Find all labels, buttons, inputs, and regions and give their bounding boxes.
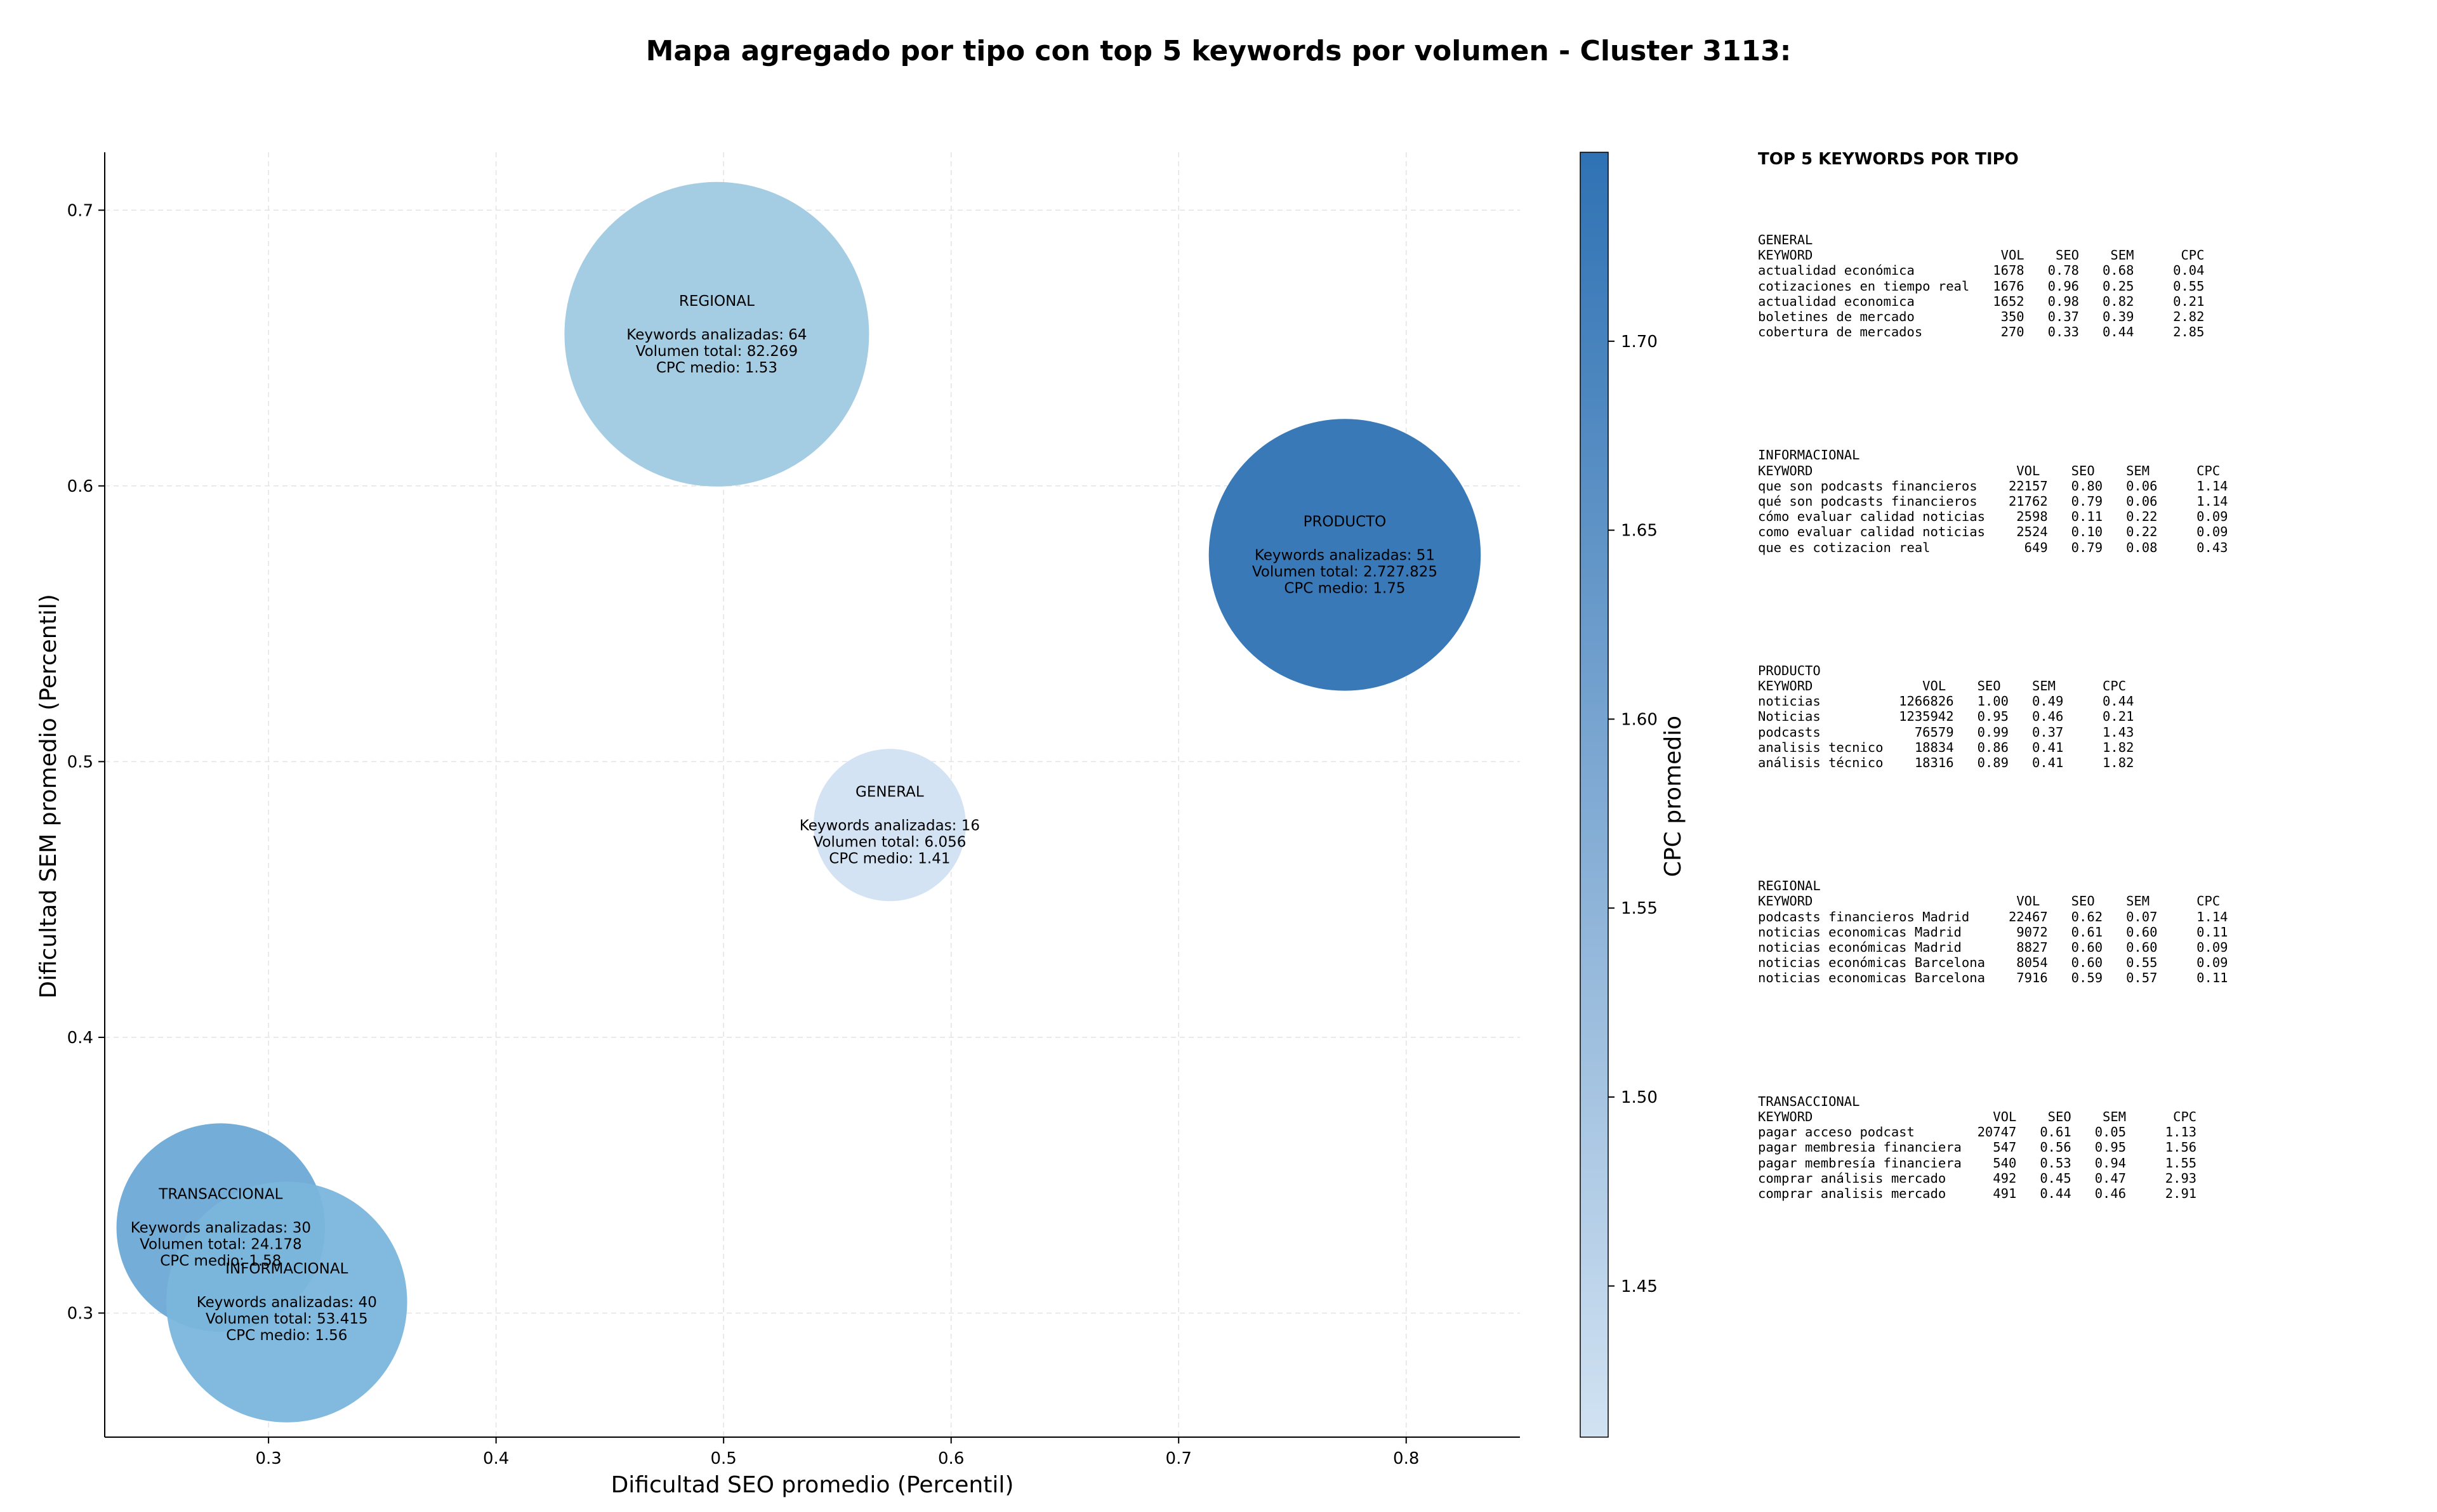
keyword-block-informacional: INFORMACIONAL KEYWORD VOL SEO SEM CPC que … xyxy=(1758,447,2418,555)
keyword-row: qué son podcasts financieros 21762 0.79 … xyxy=(1758,494,2228,509)
keyword-block-producto: PRODUCTO KEYWORD VOL SEO SEM CPC noticias … xyxy=(1758,663,2418,770)
bubble-detail-producto: CPC medio: 1.75 xyxy=(1284,580,1405,596)
x-tick-label: 0.3 xyxy=(255,1449,281,1468)
bubble-regional xyxy=(564,181,869,487)
keyword-row: comprar analisis mercado 491 0.44 0.46 2… xyxy=(1758,1185,2197,1201)
keyword-block-regional: REGIONAL KEYWORD VOL SEO SEM CPC podcasts … xyxy=(1758,878,2418,985)
y-tick-label: 0.3 xyxy=(67,1304,93,1323)
keyword-block-heading: INFORMACIONAL xyxy=(1758,447,1860,463)
keyword-row: pagar membresia financiera 547 0.56 0.95… xyxy=(1758,1140,2197,1155)
keyword-table-header: KEYWORD VOL SEO SEM CPC xyxy=(1758,893,2221,909)
bubble-detail-regional: Keywords analizadas: 64 xyxy=(626,327,807,343)
bubble-detail-informacional: Volumen total: 53.415 xyxy=(206,1311,368,1327)
keyword-table-header: KEYWORD VOL SEO SEM CPC xyxy=(1758,463,2221,478)
bubble-producto xyxy=(1208,419,1481,691)
bubble-informacional xyxy=(166,1181,407,1423)
bubble-label-producto: PRODUCTO xyxy=(1304,513,1387,530)
x-axis-label: Dificultad SEO promedio (Percentil) xyxy=(611,1472,1014,1498)
keyword-row: noticias economicas Madrid 9072 0.61 0.6… xyxy=(1758,924,2228,940)
x-tick-label: 0.8 xyxy=(1393,1449,1419,1468)
bubble-detail-transaccional: Keywords analizadas: 30 xyxy=(131,1220,311,1237)
colorbar-tick-label: 1.45 xyxy=(1621,1277,1658,1296)
bubble-detail-producto: Volumen total: 2.727.825 xyxy=(1252,563,1437,580)
colorbar-gradient xyxy=(1580,152,1609,1438)
keyword-row: boletines de mercado 350 0.37 0.39 2.82 xyxy=(1758,309,2205,325)
keyword-row: analisis tecnico 18834 0.86 0.41 1.82 xyxy=(1758,739,2134,755)
y-tick-label: 0.7 xyxy=(67,201,93,220)
keyword-table-header: KEYWORD VOL SEO SEM CPC xyxy=(1758,247,2205,263)
keyword-row: cotizaciones en tiempo real 1676 0.96 0.… xyxy=(1758,278,2205,294)
x-tick-label: 0.5 xyxy=(710,1449,736,1468)
keyword-block-transaccional: TRANSACCIONAL KEYWORD VOL SEO SEM CPC paga… xyxy=(1758,1094,2418,1201)
y-tick-label: 0.4 xyxy=(67,1029,93,1048)
plot-axes xyxy=(104,152,1520,1438)
keyword-row: actualidad económica 1678 0.78 0.68 0.04 xyxy=(1758,263,2205,279)
keyword-row: podcasts financieros Madrid 22467 0.62 0… xyxy=(1758,909,2228,924)
keyword-row: cómo evaluar calidad noticias 2598 0.11 … xyxy=(1758,509,2228,525)
keyword-tables: GENERAL KEYWORD VOL SEO SEM CPC actualidad… xyxy=(1758,232,2418,1201)
y-axis-label: Dificultad SEM promedio (Percentil) xyxy=(36,594,62,999)
keyword-block-heading: PRODUCTO xyxy=(1758,662,1821,678)
keyword-row: pagar membresía financiera 540 0.53 0.94… xyxy=(1758,1155,2197,1171)
colorbar-tick-label: 1.65 xyxy=(1621,522,1658,541)
colorbar-label: CPC promedio xyxy=(1660,716,1686,877)
keyword-table-header: KEYWORD VOL SEO SEM CPC xyxy=(1758,1108,2197,1124)
y-tick-label: 0.5 xyxy=(67,753,93,772)
keyword-block-heading: GENERAL xyxy=(1758,232,1813,247)
colorbar-tick-label: 1.55 xyxy=(1621,899,1658,918)
keyword-block-heading: TRANSACCIONAL xyxy=(1758,1093,1860,1109)
keyword-row: actualidad economica 1652 0.98 0.82 0.21 xyxy=(1758,293,2205,309)
colorbar-tick-label: 1.70 xyxy=(1621,332,1658,352)
bubble-detail-informacional: Keywords analizadas: 40 xyxy=(197,1294,377,1311)
keyword-row: podcasts 76579 0.99 0.37 1.43 xyxy=(1758,724,2134,740)
bubble-detail-transaccional: CPC medio: 1.58 xyxy=(160,1253,281,1270)
keyword-row: que son podcasts financieros 22157 0.80 … xyxy=(1758,478,2228,494)
keyword-block-general: GENERAL KEYWORD VOL SEO SEM CPC actualidad… xyxy=(1758,232,2418,339)
x-tick-label: 0.6 xyxy=(938,1449,964,1468)
keyword-row: como evaluar calidad noticias 2524 0.10 … xyxy=(1758,524,2228,540)
bubble-label-general: GENERAL xyxy=(855,784,924,800)
bubble-detail-general: Volumen total: 6.056 xyxy=(813,834,966,850)
top-keywords-panel: TOP 5 KEYWORDS POR TIPO GENERAL KEYWORD V… xyxy=(1758,150,2418,1309)
bubble-general xyxy=(813,749,966,902)
bubble-detail-producto: Keywords analizadas: 51 xyxy=(1255,547,1435,563)
bubble-detail-regional: Volumen total: 82.269 xyxy=(636,343,798,360)
keyword-row: noticias 1266826 1.00 0.49 0.44 xyxy=(1758,694,2134,709)
y-tick-label: 0.6 xyxy=(67,477,93,496)
keyword-row: noticias económicas Barcelona 8054 0.60 … xyxy=(1758,955,2228,971)
top-keywords-title: TOP 5 KEYWORDS POR TIPO xyxy=(1758,150,2019,169)
bubble-label-informacional: INFORMACIONAL xyxy=(225,1261,348,1277)
bubble-label-transaccional: TRANSACCIONAL xyxy=(158,1187,282,1203)
keyword-row: Noticias 1235942 0.95 0.46 0.21 xyxy=(1758,709,2134,725)
keyword-row: pagar acceso podcast 20747 0.61 0.05 1.1… xyxy=(1758,1124,2197,1140)
colorbar-tick-label: 1.50 xyxy=(1621,1088,1658,1107)
bubble-detail-informacional: CPC medio: 1.56 xyxy=(226,1327,347,1344)
colorbar: 1.45 1.50 1.55 1.60 1.65 1.70 CPC promedio xyxy=(1580,152,1686,1438)
bubble-detail-general: Keywords analizadas: 16 xyxy=(800,817,980,834)
colorbar-ticks: 1.45 1.50 1.55 1.60 1.65 1.70 xyxy=(1608,332,1658,1296)
colorbar-tick-label: 1.60 xyxy=(1621,710,1658,729)
keyword-row: cobertura de mercados 270 0.33 0.44 2.85 xyxy=(1758,324,2205,340)
keyword-row: comprar análisis mercado 492 0.45 0.47 2… xyxy=(1758,1170,2197,1186)
bubble-label-regional: REGIONAL xyxy=(679,293,755,310)
keyword-row: que es cotizacion real 649 0.79 0.08 0.4… xyxy=(1758,539,2228,555)
keyword-block-heading: REGIONAL xyxy=(1758,878,1821,894)
x-tick-label: 0.4 xyxy=(483,1449,509,1468)
keyword-table-header: KEYWORD VOL SEO SEM CPC xyxy=(1758,678,2127,694)
bubble-detail-general: CPC medio: 1.41 xyxy=(829,850,950,867)
bubble-detail-transaccional: Volumen total: 24.178 xyxy=(140,1237,302,1253)
x-tick-label: 0.7 xyxy=(1166,1449,1192,1468)
keyword-row: noticias económicas Madrid 8827 0.60 0.6… xyxy=(1758,940,2228,956)
chart-title: Mapa agregado por tipo con top 5 keyword… xyxy=(646,35,1792,67)
keyword-row: análisis técnico 18316 0.89 0.41 1.82 xyxy=(1758,755,2134,771)
keyword-row: noticias economicas Barcelona 7916 0.59 … xyxy=(1758,970,2228,986)
axis-ticks: 0.3 0.4 0.5 0.6 0.7 0.8 0.3 0.4 0.5 0.6 0.7 xyxy=(67,201,1420,1468)
bubble-detail-regional: CPC medio: 1.53 xyxy=(656,360,777,376)
